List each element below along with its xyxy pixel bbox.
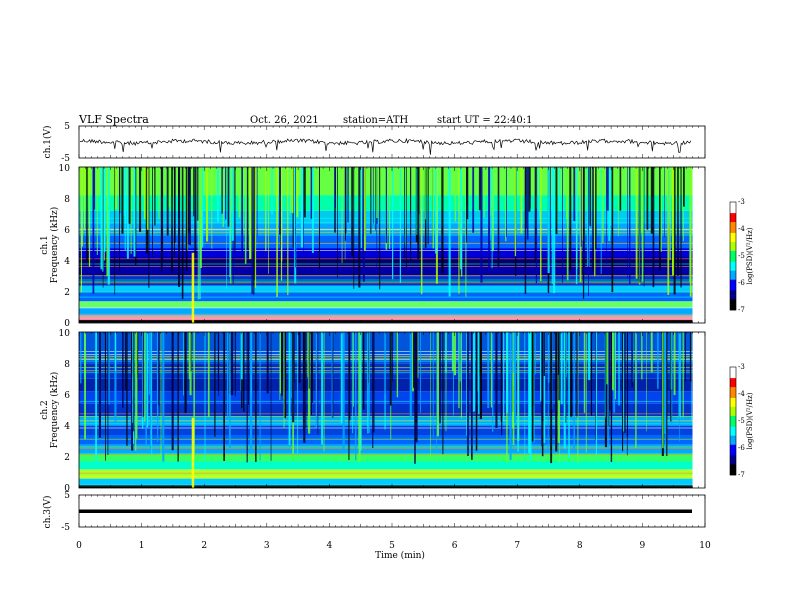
ch1-ytick-0: 0 — [64, 319, 70, 329]
ch1-spectrogram-panel: 0 2 4 6 8 10 ch.1 Frequency (kHz) -3 -4 … — [40, 164, 754, 329]
ch1-ytick-8: 8 — [64, 195, 70, 205]
ch1-ytick-2: 2 — [64, 288, 70, 298]
date-label: Oct. 26, 2021 — [250, 115, 319, 126]
ch1-ytick-bottom: -5 — [61, 154, 70, 164]
cb1-tick-m3: -3 — [738, 198, 745, 206]
xtick-3: 3 — [264, 541, 270, 551]
cb2-tick-m4: -4 — [738, 390, 745, 398]
ch2-ylabel-channel: ch.2 — [40, 400, 50, 419]
ch2-ytick-0: 0 — [64, 484, 70, 494]
time-axis: 0 1 2 3 4 5 6 7 8 9 10 — [76, 541, 711, 551]
ch1-ylabel: ch.1(V) — [42, 126, 53, 159]
ch2-ylabel-frequency: Frequency (kHz) — [49, 372, 60, 449]
xtick-1: 1 — [139, 541, 145, 551]
cb2-tick-m6: -6 — [738, 444, 745, 452]
ch1-ytick-4: 4 — [64, 257, 70, 267]
x-axis-label: Time (min) — [375, 550, 425, 561]
xtick-0: 0 — [76, 541, 82, 551]
ch2-ytick-2: 2 — [64, 453, 70, 463]
ch1-ylabel-frequency: Frequency (kHz) — [49, 207, 60, 284]
ch1-ytick-10: 10 — [59, 164, 71, 174]
ch1-waveform-frame — [78, 125, 706, 159]
station-label: station=ATH — [343, 115, 409, 126]
xtick-6: 6 — [452, 541, 458, 551]
cb2-tick-m3: -3 — [738, 363, 745, 371]
tick-marks — [78, 126, 706, 527]
ch2-ytick-10: 10 — [59, 329, 71, 339]
ch2-spectrogram-image — [79, 332, 693, 488]
ch3-ylabel: ch.3(V) — [42, 496, 53, 529]
xtick-9: 9 — [640, 541, 646, 551]
xtick-2: 2 — [201, 541, 207, 551]
ch2-ytick-6: 6 — [64, 391, 70, 401]
cb1-tick-m7: -7 — [738, 306, 745, 314]
ch1-ylabel-channel: ch.1 — [40, 235, 50, 254]
ch3-ytick-bottom: -5 — [61, 523, 70, 533]
cb2-tick-m5: -5 — [738, 417, 745, 425]
ch1-colorbar — [729, 201, 737, 311]
cb1-tick-m5: -5 — [738, 252, 745, 260]
ch2-spectrogram-panel: 0 2 4 6 8 10 ch.2 Frequency (kHz) -3 -4 … — [40, 329, 754, 494]
xtick-10: 10 — [699, 541, 711, 551]
figure-title: VLF Spectra — [78, 113, 149, 126]
cb1-tick-m6: -6 — [738, 279, 745, 287]
start-time-label: start UT = 22:40:1 — [437, 115, 532, 126]
ch2-ytick-4: 4 — [64, 422, 70, 432]
ch2-colorbar — [729, 366, 737, 476]
cb2-label: log(PSD)(V²/Hz) — [746, 392, 754, 449]
xtick-4: 4 — [327, 541, 333, 551]
ch2-ytick-8: 8 — [64, 360, 70, 370]
cb1-tick-m4: -4 — [738, 225, 745, 233]
xtick-8: 8 — [577, 541, 583, 551]
xtick-7: 7 — [514, 541, 520, 551]
xtick-5: 5 — [389, 541, 395, 551]
ch1-spectrogram-image — [79, 167, 693, 324]
cb2-tick-m7: -7 — [738, 471, 745, 479]
ch1-waveform-line — [79, 137, 692, 155]
cb1-label: log(PSD)(V²/Hz) — [746, 227, 754, 284]
ch3-waveform-line — [79, 509, 692, 513]
ch1-ytick-6: 6 — [64, 226, 70, 236]
ch3-ytick-top: 5 — [64, 491, 70, 501]
ch1-ytick-top: 5 — [64, 122, 70, 132]
